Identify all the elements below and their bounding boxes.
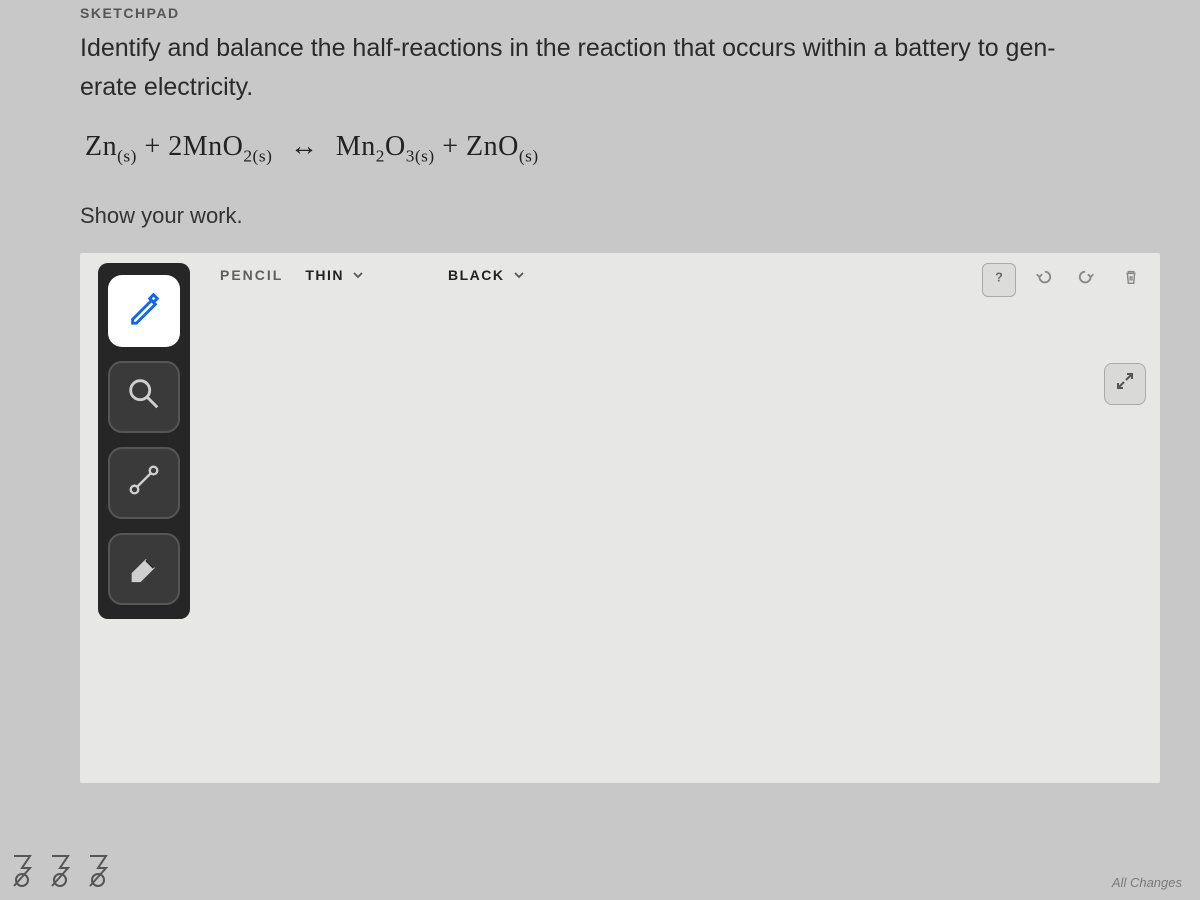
save-status: All Changes xyxy=(1112,875,1182,890)
color-value: BLACK xyxy=(448,267,505,283)
zoom-tool[interactable] xyxy=(108,361,180,433)
sketchpad-label: SKETCHPAD xyxy=(80,5,1140,21)
undo-button[interactable] xyxy=(1026,263,1060,297)
pencil-tool[interactable] xyxy=(108,275,180,347)
line-tool[interactable] xyxy=(108,447,180,519)
eq-zno: ZnO xyxy=(466,131,519,162)
show-work-label: Show your work. xyxy=(80,203,1140,229)
eq-arrow: ↔ xyxy=(290,131,319,162)
line-icon xyxy=(125,461,163,504)
zoom-icon xyxy=(125,375,163,418)
eq-mn-sub1: 2 xyxy=(376,146,385,165)
progress-capsule[interactable] xyxy=(48,854,72,888)
thickness-dropdown[interactable]: THIN xyxy=(305,267,364,283)
sketchpad-canvas[interactable]: PENCIL THIN BLACK ? xyxy=(80,253,1160,783)
progress-indicators xyxy=(10,854,110,888)
chevron-down-icon xyxy=(513,269,525,281)
delete-button[interactable] xyxy=(1114,263,1148,297)
tool-column xyxy=(98,263,190,619)
eq-o: O xyxy=(385,131,406,162)
eraser-tool[interactable] xyxy=(108,533,180,605)
eq-zn-sub: (s) xyxy=(117,146,137,165)
eq-plus1: + xyxy=(144,131,168,162)
thickness-value: THIN xyxy=(305,267,344,283)
eq-mn: Mn xyxy=(336,131,376,162)
trash-icon xyxy=(1122,268,1140,291)
question-prompt: Identify and balance the half-reactions … xyxy=(80,29,1140,107)
redo-button[interactable] xyxy=(1070,263,1104,297)
eq-zn: Zn xyxy=(85,131,117,162)
expand-button[interactable] xyxy=(1104,363,1146,405)
eq-mno2-sub: 2(s) xyxy=(243,146,272,165)
help-button[interactable]: ? xyxy=(982,263,1016,297)
prompt-line2: erate electricity. xyxy=(80,73,253,101)
color-dropdown[interactable]: BLACK xyxy=(448,267,525,283)
eq-zno-sub: (s) xyxy=(519,146,539,165)
expand-icon xyxy=(1115,371,1135,396)
pencil-mode-label: PENCIL xyxy=(220,267,283,283)
progress-capsule[interactable] xyxy=(86,854,110,888)
chemical-equation: Zn(s) + 2MnO2(s) ↔ Mn2O3(s) + ZnO(s) xyxy=(85,131,1140,163)
redo-icon xyxy=(1078,268,1096,291)
progress-capsule[interactable] xyxy=(10,854,34,888)
help-icon: ? xyxy=(990,268,1008,291)
prompt-line1: Identify and balance the half-reactions … xyxy=(80,34,1056,62)
toolbar-right: ? xyxy=(982,263,1148,297)
pencil-icon xyxy=(125,289,163,332)
eq-mno2: 2MnO xyxy=(168,131,243,162)
eq-o-sub: 3(s) xyxy=(406,146,435,165)
eraser-icon xyxy=(125,547,163,590)
eq-plus2: + xyxy=(442,131,466,162)
chevron-down-icon xyxy=(352,269,364,281)
svg-text:?: ? xyxy=(995,271,1003,285)
undo-icon xyxy=(1034,268,1052,291)
